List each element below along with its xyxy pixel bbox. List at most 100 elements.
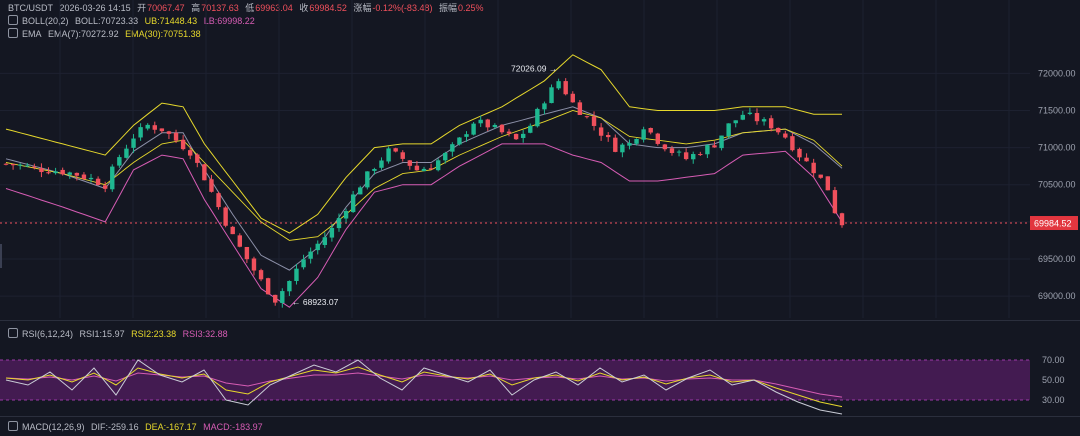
current-price-tag	[1030, 216, 1078, 231]
candle-up	[464, 134, 469, 137]
candle-up	[322, 237, 328, 245]
high-label: 高	[191, 3, 201, 13]
candle-down	[804, 157, 809, 162]
candle-down	[577, 102, 583, 115]
indicator-settings-icon[interactable]	[8, 28, 18, 38]
candle-down	[818, 174, 823, 178]
candle-down	[230, 226, 235, 235]
price-tick-label: 71000.00	[1038, 143, 1076, 153]
boll-legend[interactable]: BOLL(20,2) BOLL:70723.33 UB:71448.43 LB:…	[8, 15, 259, 27]
ema-legend[interactable]: EMA EMA(7):70272.92 EMA(30):70751.38	[8, 28, 205, 40]
indicator-settings-icon[interactable]	[8, 421, 18, 431]
rsi1-value: RSI1:15.97	[79, 329, 125, 339]
candle-up	[542, 103, 547, 110]
candle-down	[414, 165, 420, 171]
candle-up	[528, 125, 533, 133]
candle-down	[811, 162, 816, 174]
candle-up	[365, 171, 370, 188]
rsi-legend[interactable]: RSI(6,12,24) RSI1:15.97 RSI2:23.38 RSI3:…	[8, 328, 232, 340]
candle-down	[180, 139, 186, 150]
candle-down	[393, 148, 398, 152]
candle-down	[683, 152, 689, 160]
macd-dea-value: DEA:-167.17	[145, 422, 197, 432]
candle-up	[549, 87, 554, 104]
candle-up	[719, 135, 724, 149]
price-chart[interactable]: 72000.0071500.0071000.0070500.0070000.00…	[0, 0, 1080, 318]
candle-down	[10, 164, 16, 166]
rsi-name: RSI(6,12,24)	[22, 329, 74, 339]
candle-down	[81, 174, 87, 179]
macd-value: MACD:-183.97	[203, 422, 263, 432]
candle-down	[563, 81, 568, 95]
candle-down	[3, 163, 9, 165]
candle-up	[641, 129, 646, 140]
candle-down	[39, 168, 44, 173]
candle-down	[102, 185, 108, 189]
candle-up	[634, 138, 639, 144]
candle-down	[195, 154, 200, 163]
candle-down	[506, 131, 512, 134]
candle-down	[584, 116, 590, 118]
candle-up	[124, 148, 129, 158]
pane-divider[interactable]	[0, 320, 1080, 321]
candle-up	[435, 160, 441, 171]
candle-up	[471, 123, 476, 135]
rsi2-value: RSI2:23.38	[131, 329, 177, 339]
low-value: 69963.04	[255, 3, 293, 13]
candle-down	[591, 116, 597, 126]
candle-down	[209, 179, 214, 192]
amplitude-value: 0.25%	[457, 3, 484, 13]
boll-ub-value: UB:71448.43	[144, 16, 198, 26]
indicator-settings-icon[interactable]	[8, 328, 18, 338]
candle-up	[740, 114, 746, 120]
candle-up	[287, 280, 292, 292]
candle-up	[343, 211, 349, 219]
candle-down	[251, 258, 257, 271]
candle-up	[747, 112, 753, 114]
candle-up	[88, 177, 94, 180]
candle-up	[386, 148, 391, 162]
candle-down	[648, 127, 653, 133]
macd-legend[interactable]: MACD(12,26,9) DIF:-259.16 DEA:-167.17 MA…	[8, 421, 267, 433]
candle-up	[117, 157, 122, 166]
datetime-label: 2026-03-26 14:15	[59, 3, 131, 13]
change-value: -0.12%(-83.48)	[372, 3, 433, 13]
high-annotation: 72026.09 →	[511, 63, 557, 73]
change-label: 涨幅	[353, 3, 372, 13]
candle-down	[768, 118, 774, 129]
candle-down	[60, 169, 65, 175]
candle-down	[499, 124, 505, 133]
candle-down	[598, 127, 604, 136]
candle-down	[669, 148, 675, 154]
boll-mid-line	[5, 106, 843, 271]
candle-up	[336, 218, 342, 229]
candle-up	[372, 169, 377, 171]
boll-lower-line	[5, 143, 843, 308]
candle-down	[173, 132, 179, 141]
candle-up	[294, 268, 299, 281]
candle-up	[145, 124, 150, 129]
rsi2-line	[5, 366, 843, 408]
candle-up	[620, 144, 625, 153]
indicator-settings-icon[interactable]	[8, 15, 18, 25]
candle-down	[797, 148, 802, 158]
close-label: 收	[299, 3, 309, 13]
candle-down	[166, 131, 172, 134]
candle-up	[280, 291, 285, 303]
rsi-chart[interactable]: 70.00 50.00 30.00	[0, 340, 1080, 420]
candle-down	[216, 193, 221, 208]
candle-up	[315, 243, 320, 251]
pane-divider[interactable]	[0, 416, 1080, 417]
candle-down	[698, 154, 703, 156]
candle-up	[25, 165, 30, 167]
scroll-handle[interactable]	[0, 244, 2, 268]
rsi-tick-label: 50.00	[1042, 375, 1065, 385]
price-tick-label: 70500.00	[1038, 180, 1076, 190]
candle-down	[839, 213, 845, 226]
candle-up	[691, 154, 696, 160]
ema30-value: EMA(30):70751.38	[125, 29, 201, 39]
candle-up	[556, 81, 561, 89]
candle-up	[520, 133, 526, 138]
candle-down	[754, 113, 760, 122]
